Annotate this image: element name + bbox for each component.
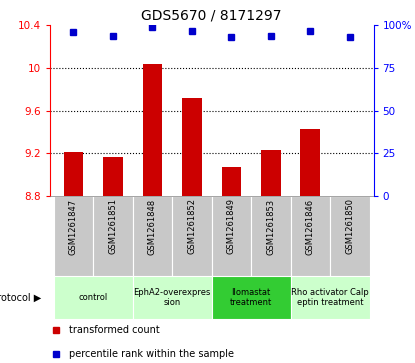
Text: GSM1261853: GSM1261853 bbox=[266, 199, 276, 254]
Bar bbox=[300, 129, 320, 196]
Bar bbox=[261, 150, 281, 196]
Text: GSM1261851: GSM1261851 bbox=[108, 199, 117, 254]
Text: percentile rank within the sample: percentile rank within the sample bbox=[69, 349, 234, 359]
Bar bbox=[143, 64, 162, 196]
Text: transformed count: transformed count bbox=[69, 325, 160, 335]
Bar bbox=[54, 276, 133, 319]
Text: GSM1261852: GSM1261852 bbox=[188, 199, 196, 254]
Text: control: control bbox=[78, 293, 108, 302]
Text: EphA2-overexpres
sion: EphA2-overexpres sion bbox=[134, 288, 211, 307]
Text: GSM1261848: GSM1261848 bbox=[148, 199, 157, 254]
Bar bbox=[93, 196, 133, 276]
Bar bbox=[212, 276, 290, 319]
Bar bbox=[222, 167, 241, 196]
Text: protocol ▶: protocol ▶ bbox=[0, 293, 42, 303]
Bar bbox=[133, 276, 212, 319]
Text: GSM1261849: GSM1261849 bbox=[227, 199, 236, 254]
Text: GSM1261846: GSM1261846 bbox=[306, 199, 315, 254]
Text: Rho activator Calp
eptin treatment: Rho activator Calp eptin treatment bbox=[291, 288, 369, 307]
Bar bbox=[330, 196, 369, 276]
Bar bbox=[251, 196, 290, 276]
Text: GSM1261847: GSM1261847 bbox=[69, 199, 78, 254]
Bar bbox=[172, 196, 212, 276]
Bar bbox=[63, 152, 83, 196]
Bar bbox=[54, 196, 93, 276]
Bar bbox=[103, 156, 123, 196]
Text: Ilomastat
treatment: Ilomastat treatment bbox=[230, 288, 272, 307]
Bar bbox=[290, 276, 369, 319]
Bar bbox=[133, 196, 172, 276]
Text: GSM1261850: GSM1261850 bbox=[345, 199, 354, 254]
Title: GDS5670 / 8171297: GDS5670 / 8171297 bbox=[142, 9, 282, 23]
Bar bbox=[212, 196, 251, 276]
Bar bbox=[290, 196, 330, 276]
Bar bbox=[182, 98, 202, 196]
